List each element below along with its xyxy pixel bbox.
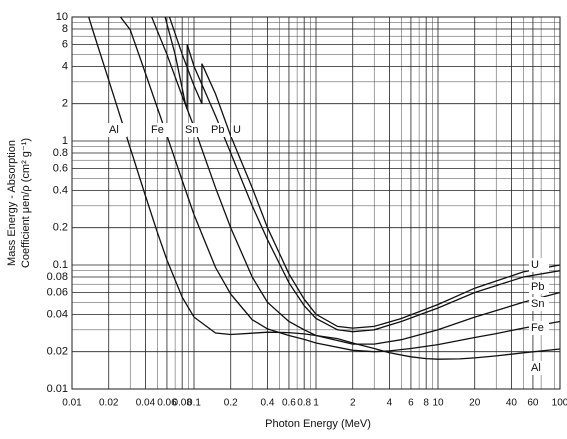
x-tick-label: 0.06 — [157, 398, 177, 409]
x-tick-label: 2 — [350, 398, 356, 409]
y-tick-label: 0.1 — [53, 259, 68, 271]
y-tick-label: 6 — [62, 38, 68, 50]
x-tick-label: 0.08 — [172, 398, 192, 409]
x-tick-label: 0.6 — [282, 398, 296, 409]
x-tick-label: 60 — [527, 398, 539, 409]
label-bg — [529, 297, 549, 311]
label-bg — [107, 123, 127, 137]
series-line — [164, 17, 560, 333]
y-tick-label: 0.2 — [53, 222, 68, 234]
x-tick-label: 1 — [313, 398, 319, 409]
y-tick-label: 0.06 — [47, 286, 68, 298]
y-tick-label: 4 — [62, 60, 68, 72]
y-tick-label: 8 — [62, 23, 68, 35]
y-tick-label: 0.6 — [53, 162, 68, 174]
x-tick-label: 8 — [423, 398, 429, 409]
x-tick-label: 20 — [469, 398, 481, 409]
series-label: Sn — [531, 298, 544, 310]
series-label: Fe — [531, 322, 544, 334]
label-bg — [529, 258, 549, 272]
x-axis-label: Photon Energy (MeV) — [265, 418, 371, 430]
y-tick-label: 0.08 — [47, 271, 68, 283]
series-label: Pb — [211, 124, 224, 136]
x-tick-label: 40 — [506, 398, 518, 409]
x-tick-label: 6 — [408, 398, 414, 409]
label-bg — [231, 123, 248, 137]
y-tick-label: 0.01 — [47, 383, 68, 395]
series-label: Al — [531, 362, 541, 374]
x-tick-label: 0.01 — [62, 398, 82, 409]
series-line — [168, 17, 560, 329]
y-tick-label: 1 — [62, 135, 68, 147]
label-bg — [149, 123, 169, 137]
x-tick-label: 4 — [387, 398, 393, 409]
x-tick-label: 0.02 — [99, 398, 119, 409]
y-tick-label: 10 — [56, 11, 68, 23]
label-bg — [529, 280, 549, 294]
y-tick-label: 0.04 — [47, 308, 68, 320]
series-line — [88, 17, 560, 360]
x-tick-label: 0.1 — [187, 398, 201, 409]
series-line — [151, 17, 560, 345]
label-bg — [529, 361, 549, 375]
series-label: U — [531, 259, 539, 271]
y-tick-label: 0.02 — [47, 346, 68, 358]
y-axis-label: Coefficient μen/ρ (cm² g⁻¹) — [20, 138, 32, 268]
x-tick-label: 10 — [432, 398, 444, 409]
x-tick-label: 100 — [552, 398, 567, 409]
x-tick-label: 0.8 — [297, 398, 311, 409]
series-label: Fe — [151, 124, 164, 136]
x-tick-label: 0.04 — [136, 398, 156, 409]
series-label: U — [233, 124, 241, 136]
y-tick-label: 0.8 — [53, 147, 68, 159]
label-bg — [529, 321, 549, 335]
label-bg — [209, 123, 229, 137]
y-axis-label: Mass Energy - Absorption — [6, 140, 18, 266]
y-tick-label: 0.4 — [53, 184, 68, 196]
label-bg — [183, 123, 203, 137]
x-tick-label: 0.2 — [224, 398, 238, 409]
series-label: Al — [109, 124, 119, 136]
x-tick-label: 0.4 — [260, 398, 274, 409]
y-tick-label: 2 — [62, 98, 68, 110]
series-label: Sn — [185, 124, 198, 136]
series-label: Pb — [531, 281, 544, 293]
